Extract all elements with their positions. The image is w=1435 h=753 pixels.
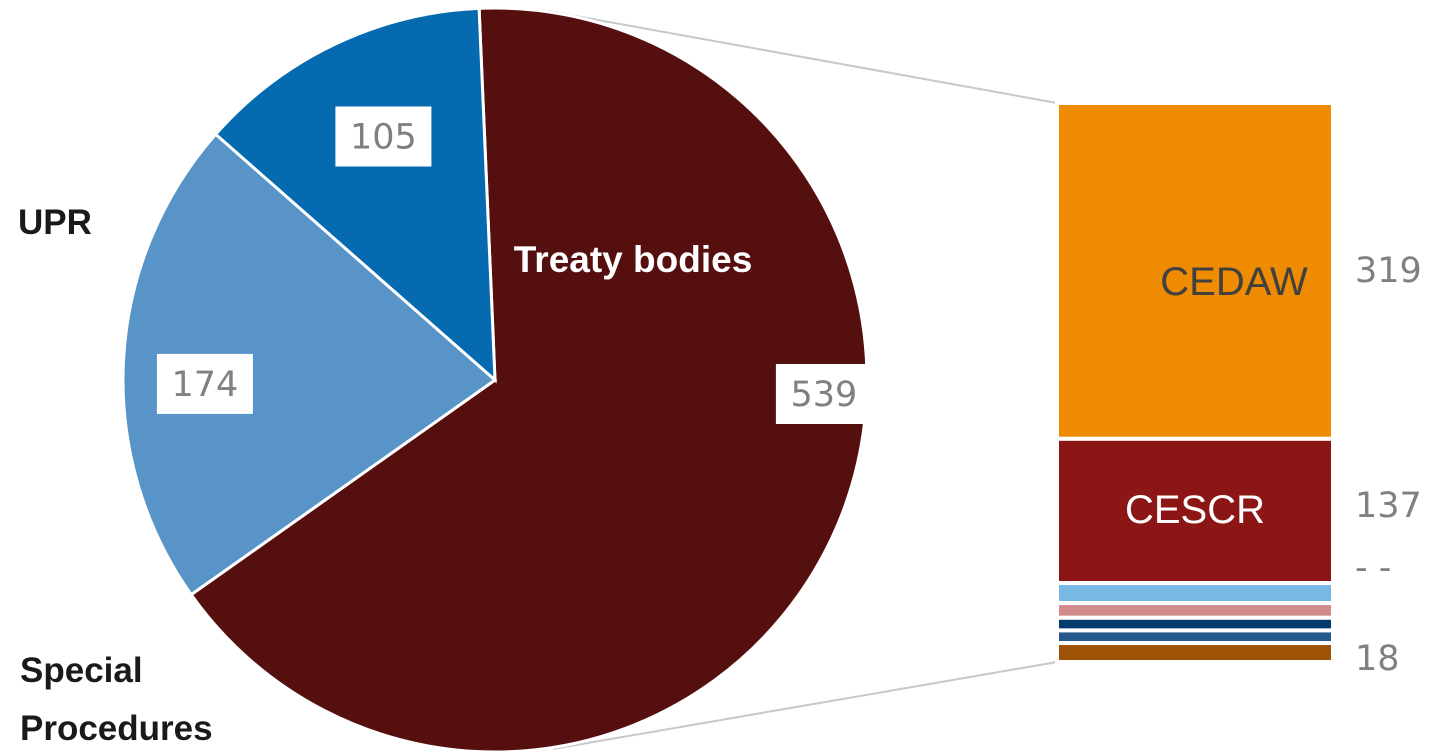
bar-segment-segment-4 bbox=[1055, 601, 1335, 620]
pie-slice-upr bbox=[121, 132, 498, 597]
value-label-upr: 174 bbox=[171, 365, 238, 405]
slice-label-treaty-bodies: Treaty bodies bbox=[514, 239, 753, 280]
bar-label-cedaw: CEDAW bbox=[1160, 260, 1308, 304]
value-box-upr bbox=[156, 353, 253, 414]
bar-value-segment-3: - - bbox=[1355, 548, 1391, 588]
bar-segment-segment-3 bbox=[1055, 581, 1335, 606]
connector-bottom bbox=[552, 661, 1058, 750]
slice-label-upr: UPR bbox=[18, 203, 92, 242]
bar-value-cedaw: 319 bbox=[1355, 251, 1422, 291]
value-box-treaty-bodies bbox=[775, 364, 872, 424]
pie-chart: 539 174 105 Treaty bodies UPR Special Procedur… bbox=[18, 6, 872, 753]
value-box-special-procedures bbox=[335, 106, 432, 167]
bar-value-segment-7: 18 bbox=[1355, 639, 1400, 679]
bar-label-cescr: CESCR bbox=[1125, 488, 1265, 532]
bar-segment-segment-7 bbox=[1055, 641, 1335, 664]
value-label-special-procedures: 105 bbox=[350, 118, 417, 158]
pie-slice-special-procedures bbox=[213, 6, 497, 384]
slice-label-special-procedures-line1: Special bbox=[20, 651, 143, 690]
connector-lines bbox=[547, 10, 1058, 750]
bar-value-cescr: 137 bbox=[1355, 486, 1422, 526]
connector-top bbox=[547, 10, 1058, 104]
slice-label-special-procedures-line2: Procedures bbox=[20, 709, 213, 748]
stacked-bar-chart: CEDAW CESCR 319 137 - - 18 bbox=[1055, 101, 1422, 679]
pie-slice-treaty-bodies bbox=[189, 6, 869, 753]
value-label-treaty-bodies: 539 bbox=[790, 375, 857, 415]
